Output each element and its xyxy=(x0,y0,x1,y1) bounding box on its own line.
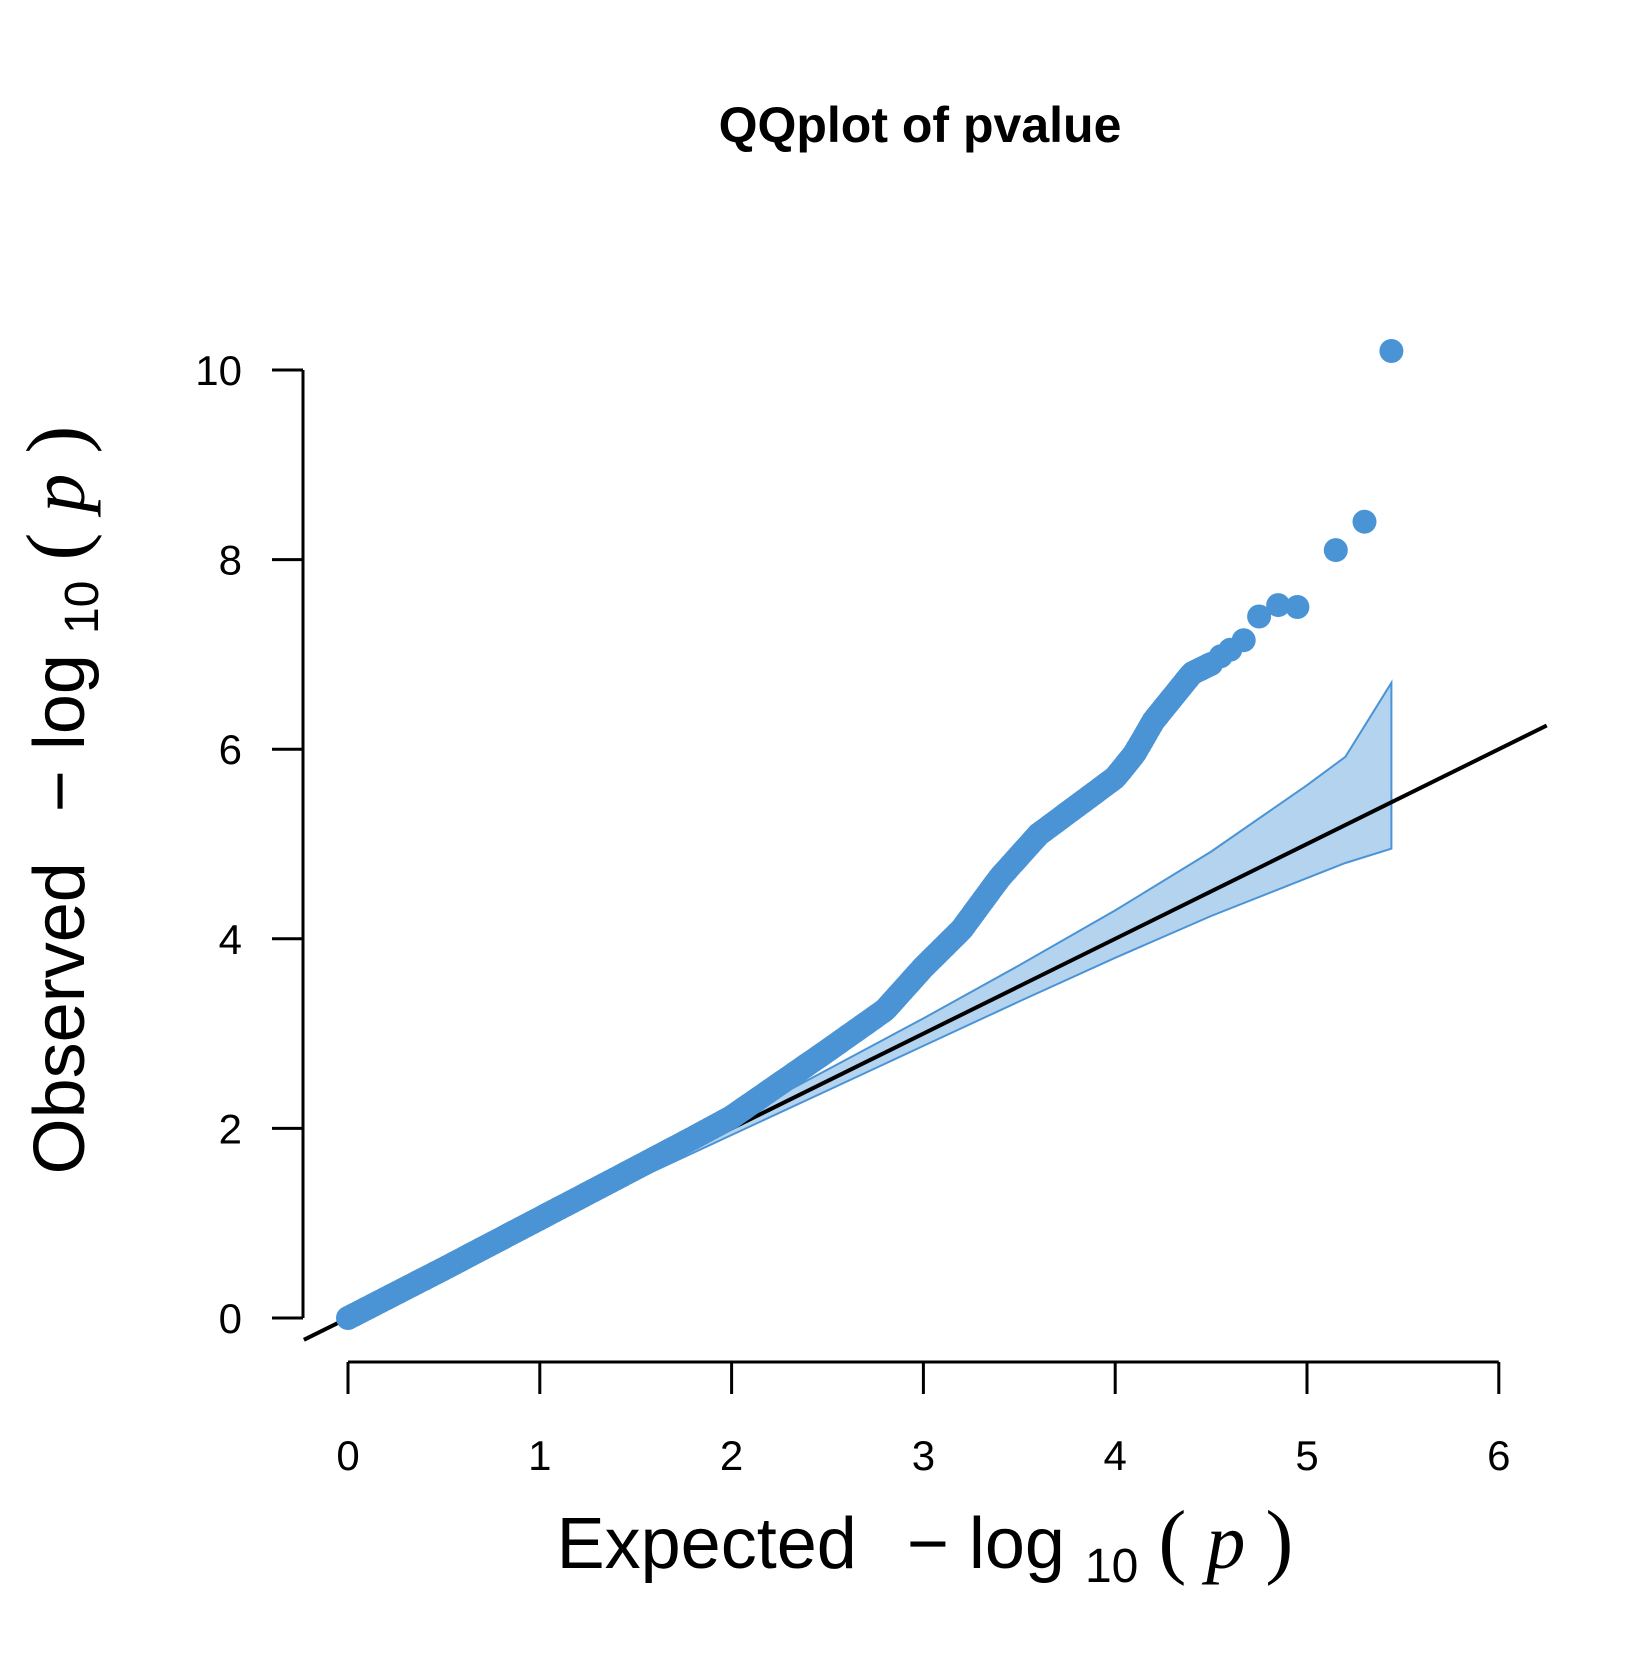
y-tick-label: 10 xyxy=(195,347,242,394)
y-axis-title-open: ( xyxy=(10,533,103,561)
x-axis-title-minus: − xyxy=(907,1504,949,1584)
confidence-band xyxy=(634,679,1393,1182)
chart-title: QQplot of pvalue xyxy=(719,97,1122,153)
x-tick-label: 3 xyxy=(912,1432,935,1479)
x-tick-label: 5 xyxy=(1295,1432,1318,1479)
y-axis-title-prefix: Observed xyxy=(20,862,100,1174)
y-tick-label: 4 xyxy=(219,916,242,963)
observed-point xyxy=(1352,509,1377,534)
confidence-band-layer xyxy=(634,679,1393,1182)
x-tick-label: 4 xyxy=(1104,1432,1127,1479)
y-tick-label: 8 xyxy=(219,537,242,584)
x-axis-title-log: log xyxy=(969,1504,1065,1584)
y-axis-title-base: 10 xyxy=(56,581,109,634)
x-tick-label: 6 xyxy=(1487,1432,1510,1479)
observed-point xyxy=(1266,593,1291,618)
y-tick-label: 2 xyxy=(219,1105,242,1152)
x-tick-label: 1 xyxy=(528,1432,551,1479)
y-axis-title-close: ) xyxy=(10,426,103,454)
x-tick-label: 2 xyxy=(720,1432,743,1479)
observed-point xyxy=(1323,538,1348,563)
x-tick-label: 0 xyxy=(336,1432,359,1479)
y-axis-title-minus: − xyxy=(20,770,100,812)
axes-layer: 0 1 2 3 4 5 6 0 2 4 6 8 10 xyxy=(195,347,1510,1479)
y-tick-label: 6 xyxy=(219,726,242,773)
observed-point xyxy=(1285,595,1310,619)
x-axis-title-prefix: Expected xyxy=(557,1504,857,1584)
x-axis-title: Expected − log 10 ( p ) xyxy=(557,1494,1294,1598)
y-tick-label: 0 xyxy=(219,1295,242,1342)
y-axis-title: Observed − log 10 ( p ) xyxy=(10,426,114,1175)
x-axis-title-open: ( xyxy=(1158,1494,1186,1587)
x-axis-title-base: 10 xyxy=(1085,1540,1138,1593)
observed-point xyxy=(1247,604,1272,629)
y-axis-title-log: log xyxy=(20,654,100,750)
observed-point xyxy=(1379,339,1404,363)
observed-point xyxy=(1231,628,1256,653)
x-axis-title-close: ) xyxy=(1265,1494,1293,1587)
y-axis-title-var: p xyxy=(14,474,101,518)
x-axis-title-var: p xyxy=(1201,1498,1245,1585)
observed-points-layer xyxy=(336,339,1404,1330)
